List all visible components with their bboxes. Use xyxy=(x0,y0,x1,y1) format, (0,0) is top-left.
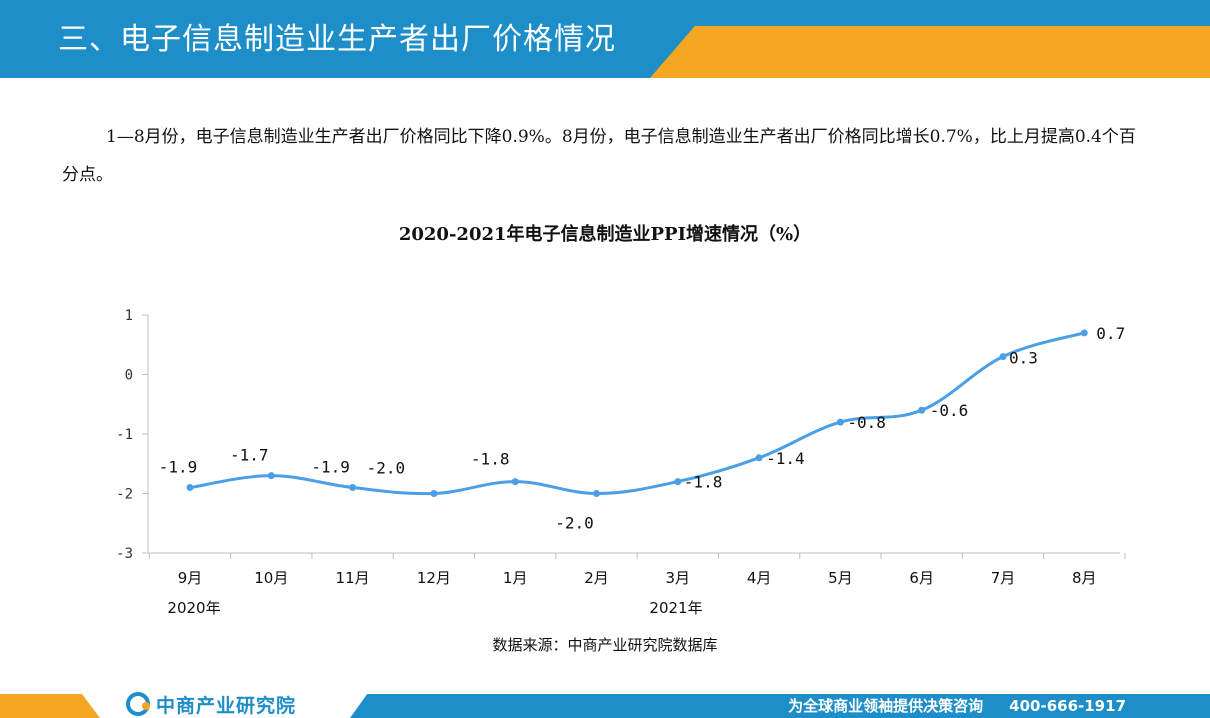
data-point xyxy=(918,406,926,414)
data-point xyxy=(1080,329,1088,337)
x-tick-label: 8月 xyxy=(1072,569,1097,587)
y-tick-label: -2 xyxy=(116,487,133,503)
x-tick-label: 7月 xyxy=(991,569,1016,587)
data-label: -2.0 xyxy=(555,514,594,533)
data-point xyxy=(999,353,1007,361)
x-tick-label: 2月 xyxy=(584,569,609,587)
data-label: -2.0 xyxy=(367,459,406,478)
data-point xyxy=(186,484,194,492)
chart-axes: 1 0 -1 -2 -3 9月 10月 11月 12月 1月 2月 3月 4月 5月 6月 7月 8月 2020年… xyxy=(116,308,1126,617)
footer-orange-band xyxy=(0,694,100,718)
x-tick-label: 5月 xyxy=(828,569,853,587)
intro-paragraph: 1—8月份，电子信息制造业生产者出厂价格同比下降0.9%。8月份，电子信息制造业… xyxy=(62,127,1136,185)
data-point xyxy=(267,472,275,480)
y-tick-label: -3 xyxy=(116,546,133,562)
year-label-2021: 2021年 xyxy=(649,599,702,617)
logo-icon xyxy=(126,692,150,716)
x-tick-label: 1月 xyxy=(503,569,528,587)
data-label: -0.8 xyxy=(847,413,886,432)
chart-title: 2020-2021年电子信息制造业PPI增速情况（%） xyxy=(398,224,812,245)
data-point xyxy=(349,484,357,492)
data-label: 0.7 xyxy=(1096,324,1125,343)
y-tick-label: 1 xyxy=(125,308,133,324)
footer-slogan: 为全球商业领袖提供决策咨询 xyxy=(788,697,984,715)
data-point xyxy=(836,418,844,426)
data-point xyxy=(674,478,682,486)
y-tick-label: -1 xyxy=(116,427,133,443)
footer-logo: 中商产业研究院 xyxy=(126,690,296,718)
logo-text: 中商产业研究院 xyxy=(156,694,297,717)
chart-data-labels: -1.9 -1.7 -1.9 -2.0 -1.8 -2.0 -1.8 -1.4 -0.8 -0.6… xyxy=(159,324,1125,533)
data-label: -1.7 xyxy=(230,446,269,465)
data-label: -0.6 xyxy=(930,401,969,420)
footer-contact: 为全球商业领袖提供决策咨询 400-666-1917 xyxy=(788,696,1126,716)
x-tick-label: 9月 xyxy=(178,569,203,587)
data-point xyxy=(755,454,763,462)
data-point xyxy=(430,490,438,497)
data-label: -1.9 xyxy=(311,458,350,477)
data-label: -1.8 xyxy=(471,450,510,469)
data-label: -1.8 xyxy=(684,473,723,492)
data-label: -1.9 xyxy=(159,458,198,477)
series-line xyxy=(188,331,1086,496)
data-point xyxy=(511,478,519,486)
x-tick-label: 3月 xyxy=(666,569,691,587)
header-accent xyxy=(650,26,1210,78)
chart-points xyxy=(186,329,1088,497)
x-tick-label: 10月 xyxy=(254,569,288,587)
x-tick-label: 11月 xyxy=(336,569,370,587)
footer-blue-band xyxy=(350,694,1210,718)
x-tick-label: 4月 xyxy=(747,569,772,587)
header-bar: 三、电子信息制造业生产者出厂价格情况 xyxy=(0,0,1210,78)
data-label: 0.3 xyxy=(1009,349,1038,368)
page-title: 三、电子信息制造业生产者出厂价格情况 xyxy=(58,22,616,57)
data-point xyxy=(593,490,600,497)
y-tick-label: 0 xyxy=(125,368,133,384)
x-tick-label: 12月 xyxy=(417,569,451,587)
footer-phone: 400-666-1917 xyxy=(1009,697,1126,715)
year-label-2020: 2020年 xyxy=(167,599,220,617)
x-tick-label: 6月 xyxy=(909,569,934,587)
data-source: 数据来源：中商产业研究院数据库 xyxy=(492,636,718,654)
data-label: -1.4 xyxy=(766,449,805,468)
